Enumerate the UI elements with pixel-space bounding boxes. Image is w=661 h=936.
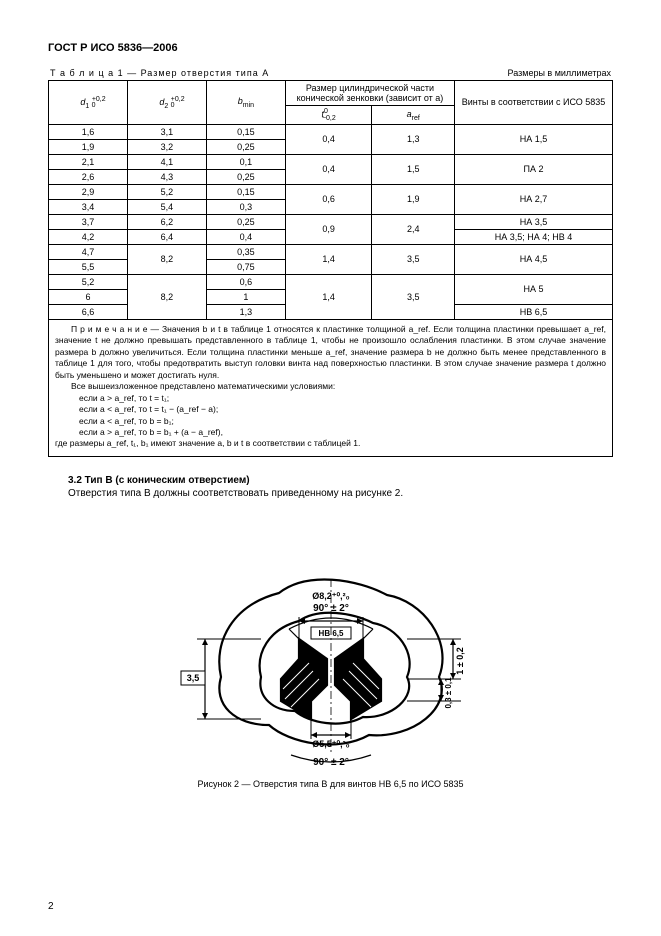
spec-table: d1 +0,20 d2 +0,20 bmin Размер цилиндриче… bbox=[48, 80, 613, 320]
doc-header: ГОСТ Р ИСО 5836—2006 bbox=[48, 42, 613, 54]
svg-text:1 ± 0,2: 1 ± 0,2 bbox=[455, 647, 465, 674]
table-row: 4,78,20,351,43,5НА 4,5 bbox=[49, 244, 613, 259]
svg-text:3,5: 3,5 bbox=[186, 673, 199, 683]
svg-text:90° ± 2°: 90° ± 2° bbox=[313, 757, 349, 768]
note-c2: если a < a_ref, то t = t₁ − (a_ref − a); bbox=[55, 404, 606, 415]
note-math-lead: Все вышеизложенное представлено математи… bbox=[55, 381, 606, 392]
table-row: 2,95,20,150,61,9НА 2,7 bbox=[49, 184, 613, 199]
table-row: 2,14,10,10,41,5ПА 2 bbox=[49, 154, 613, 169]
note-lead: П р и м е ч а н и е — Значения b и t в т… bbox=[55, 324, 606, 381]
table-caption-right: Размеры в миллиметрах bbox=[508, 68, 611, 78]
svg-text:0,3 ± 0,1: 0,3 ± 0,1 bbox=[444, 677, 453, 709]
note-tail: где размеры a_ref, t₁, b₁ имеют значение… bbox=[55, 438, 606, 449]
table-caption: Т а б л и ц а 1 — Размер отверстия типа … bbox=[48, 68, 613, 78]
note-c4: если a > a_ref, то b = b₁ + (a − a_ref), bbox=[55, 427, 606, 438]
table-note: П р и м е ч а н и е — Значения b и t в т… bbox=[48, 320, 613, 457]
note-c1: если a > a_ref, то t = t₁; bbox=[55, 393, 606, 404]
table-row: 3,76,20,250,92,4НА 3,5 bbox=[49, 214, 613, 229]
table-row: 1,63,10,150,41,3НА 1,5 bbox=[49, 124, 613, 139]
page-number: 2 bbox=[48, 901, 54, 912]
section-body: Отверстия типа В должны соответствовать … bbox=[68, 488, 613, 499]
figure-drawing: 90° ± 2° Ø8,2⁺⁰,²₀ НВ 6,5 1 ± 0,2 0,3 ± … bbox=[161, 509, 501, 769]
section-head: 3.2 Тип В (с коническим отверстием) bbox=[68, 475, 613, 486]
table-row: 5,28,20,61,43,5НА 5 bbox=[49, 274, 613, 289]
table-caption-left: Т а б л и ц а 1 — Размер отверстия типа … bbox=[50, 68, 269, 78]
figure: 90° ± 2° Ø8,2⁺⁰,²₀ НВ 6,5 1 ± 0,2 0,3 ± … bbox=[48, 509, 613, 769]
figure-caption: Рисунок 2 — Отверстия типа В для винтов … bbox=[48, 779, 613, 789]
note-c3: если a < a_ref, то b = b₁; bbox=[55, 416, 606, 427]
